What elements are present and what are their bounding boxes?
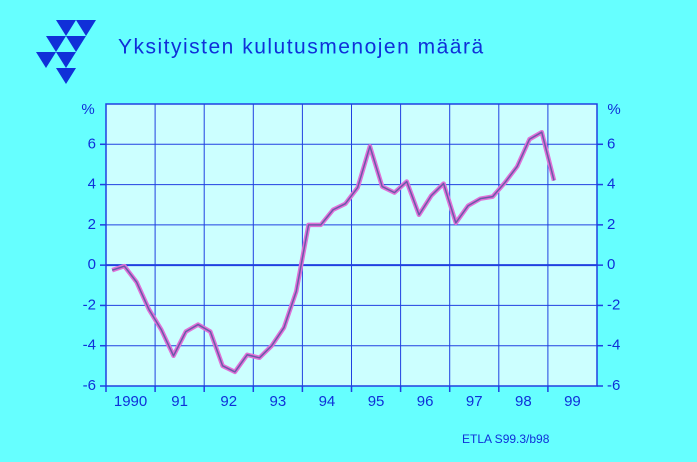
x-tick-label: 91 xyxy=(171,393,188,410)
x-tick-label: 99 xyxy=(564,393,581,410)
x-tick-label: 94 xyxy=(319,393,336,410)
x-tick-label: 97 xyxy=(466,393,483,410)
y-tick-label: -6 xyxy=(83,377,96,394)
y-tick-label: -4 xyxy=(83,337,96,354)
x-tick-label: 1990 xyxy=(114,393,147,410)
y2-axis-label: % xyxy=(607,101,620,118)
logo-triangle xyxy=(66,36,86,52)
logo-triangle xyxy=(56,68,76,84)
logo-triangle xyxy=(56,52,76,68)
y-tick-label: -2 xyxy=(83,296,96,313)
logo-triangle xyxy=(76,20,96,36)
x-tick-label: 98 xyxy=(515,393,532,410)
y-tick-label: 0 xyxy=(88,256,96,273)
x-tick-label: 92 xyxy=(220,393,237,410)
y2-tick-label: 4 xyxy=(607,176,615,193)
logo-triangle xyxy=(36,52,56,68)
y-axis-label: % xyxy=(81,101,94,118)
line xyxy=(111,131,555,373)
y2-tick-label: 0 xyxy=(607,256,615,273)
x-tick-label: 95 xyxy=(368,393,385,410)
y-tick-label: 6 xyxy=(88,135,96,152)
source-note: ETLA S99.3/b98 xyxy=(462,432,550,446)
y2-tick-label: -6 xyxy=(607,377,620,394)
x-tick-label: 96 xyxy=(417,393,434,410)
logo-triangle xyxy=(46,36,66,52)
y2-tick-label: -4 xyxy=(607,337,620,354)
chart-title: Yksityisten kulutusmenojen määrä xyxy=(118,36,485,59)
y2-tick-label: 6 xyxy=(607,135,615,152)
logo-triangle xyxy=(56,20,76,36)
x-tick-label: 93 xyxy=(270,393,287,410)
y2-tick-label: 2 xyxy=(607,216,615,233)
y-tick-label: 2 xyxy=(88,216,96,233)
logo xyxy=(36,20,96,84)
y-tick-label: 4 xyxy=(88,176,96,193)
y2-tick-label: -2 xyxy=(607,296,620,313)
